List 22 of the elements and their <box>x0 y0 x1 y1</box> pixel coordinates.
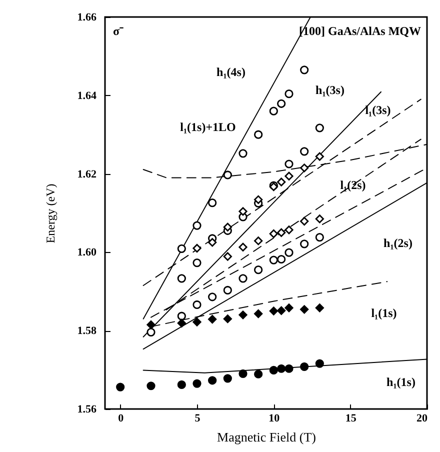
x-tick-label: 0 <box>118 412 124 424</box>
y-tick-label: 1.66 <box>77 12 97 24</box>
annotation: h₁(3s) <box>316 83 344 97</box>
annotation: h₁(4s) <box>216 65 246 79</box>
y-tick-label: 1.60 <box>77 246 97 259</box>
x-tick-label: 15 <box>345 412 357 424</box>
x-tick-label: 10 <box>268 412 280 424</box>
y-tick-label: 1.58 <box>77 325 97 338</box>
annotation: l₁(1s)+1LO <box>180 120 236 134</box>
y-tick-label: 1.64 <box>77 90 97 102</box>
annotation: l₁(3s) <box>365 103 391 117</box>
annotation: h₁(1s) <box>386 375 416 389</box>
x-axis-title: Magnetic Field (T) <box>217 430 316 444</box>
annotation: l₁(2s) <box>340 178 366 192</box>
y-tick-label: 1.56 <box>77 404 97 416</box>
annotation: h₁(2s) <box>384 236 412 250</box>
annotation: l₁(1s) <box>371 306 397 320</box>
annotation: σ⁻ <box>113 24 124 38</box>
y-tick-label: 1.62 <box>77 168 97 180</box>
y-axis-title: Energy (eV) <box>43 184 58 244</box>
x-tick-label: 5 <box>194 412 201 424</box>
x-tick-label: 20 <box>416 412 428 424</box>
